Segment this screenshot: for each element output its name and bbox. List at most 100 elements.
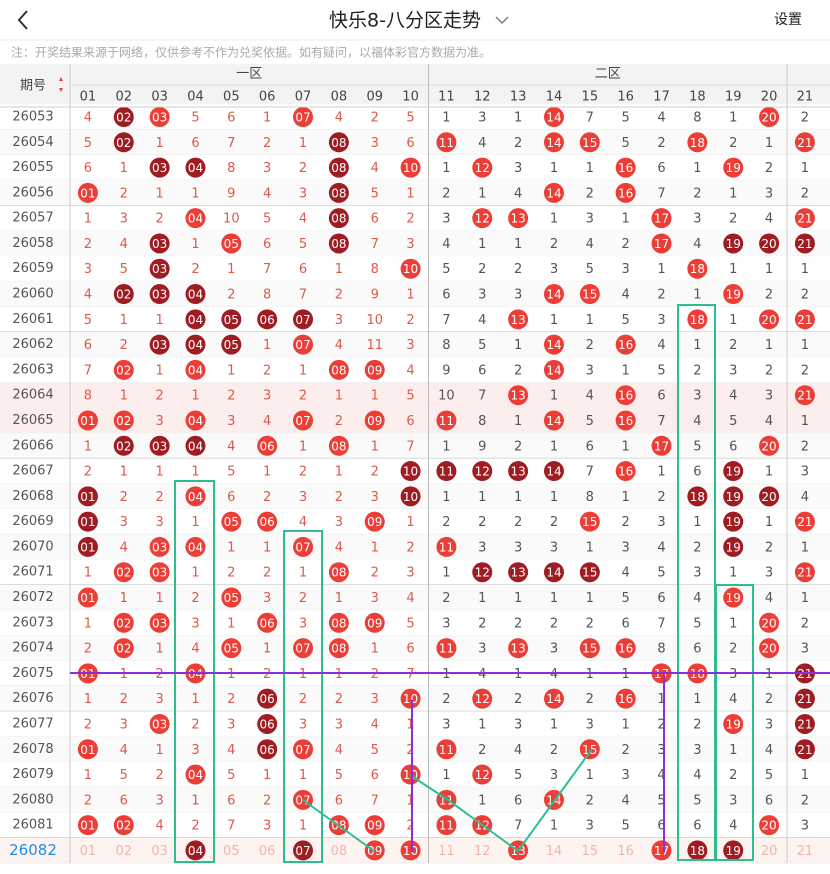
miss-count: 2: [657, 717, 665, 732]
miss-count: 2: [622, 515, 630, 530]
miss-count: 7: [299, 288, 307, 303]
miss-count: 2: [84, 717, 92, 732]
period-label: 26060: [12, 287, 53, 302]
miss-count: 1: [299, 819, 307, 834]
ball-number: 18: [690, 136, 705, 150]
miss-count: 2: [514, 363, 522, 378]
ball-number: 09: [367, 844, 382, 858]
ball-number: 15: [582, 515, 597, 529]
miss-count: 2: [514, 136, 522, 151]
miss-count: 2: [84, 237, 92, 252]
miss-count: 1: [155, 136, 163, 151]
miss-count: 6: [227, 490, 235, 505]
page-title[interactable]: 快乐8-八分区走势: [329, 10, 481, 32]
column-header: 10: [402, 90, 419, 105]
miss-count: 1: [514, 490, 522, 505]
ball-number: 04: [188, 161, 203, 175]
ball-number: 05: [224, 313, 239, 327]
miss-count: 1: [765, 262, 773, 277]
miss-count: 3: [84, 262, 92, 277]
period-label: 26064: [12, 388, 53, 403]
miss-count: 2: [514, 692, 522, 707]
miss-count: 7: [442, 313, 450, 328]
column-header: 15: [582, 90, 599, 105]
miss-count: 1: [299, 363, 307, 378]
miss-count: 3: [335, 515, 343, 530]
miss-count: 1: [84, 616, 92, 631]
miss-count: 2: [765, 540, 773, 555]
ball-number: 16: [618, 642, 633, 656]
miss-count: 2: [263, 566, 271, 581]
miss-count: 2: [227, 692, 235, 707]
miss-count: 3: [227, 414, 235, 429]
ball-number: 02: [116, 414, 131, 428]
ball-number: 16: [618, 186, 633, 200]
drawn-ball: [328, 359, 349, 380]
miss-count: 1: [263, 338, 271, 353]
ball-number: 12: [475, 566, 490, 580]
period-header: 期号: [20, 79, 46, 94]
title-dropdown-icon[interactable]: [495, 16, 509, 24]
miss-count: 1: [729, 186, 737, 201]
drawn-ball: [77, 587, 98, 608]
period-label: 26072: [12, 590, 53, 605]
drawn-ball: [615, 182, 636, 203]
drawn-ball: [579, 638, 600, 659]
drawn-ball: [759, 486, 780, 507]
drawn-ball: [113, 410, 134, 431]
miss-count: 3: [155, 515, 163, 530]
row-background: [0, 331, 830, 358]
settings-button[interactable]: 设置: [774, 12, 802, 28]
ball-number: 02: [116, 363, 131, 377]
drawn-ball: [579, 562, 600, 583]
miss-count: 4: [765, 212, 773, 227]
miss-count: 3: [514, 288, 522, 303]
miss-count: 2: [693, 186, 701, 201]
ball-number: 20: [761, 616, 776, 630]
ball-number: 21: [797, 313, 812, 327]
ball-number: 01: [80, 515, 95, 529]
period-label: 26071: [12, 565, 53, 580]
row-background: [0, 407, 830, 434]
miss-count: 5: [478, 338, 486, 353]
ball-number: 14: [546, 338, 561, 352]
miss-count: 16: [617, 844, 634, 859]
miss-count: 7: [406, 439, 414, 454]
miss-count: 5: [693, 793, 701, 808]
miss-count: 1: [693, 161, 701, 176]
miss-count: 6: [299, 262, 307, 277]
drawn-ball: [794, 739, 815, 760]
miss-count: 1: [227, 616, 235, 631]
miss-count: 1: [371, 540, 379, 555]
miss-count: 3: [442, 717, 450, 732]
miss-count: 1: [442, 111, 450, 126]
drawn-ball: [328, 638, 349, 659]
miss-count: 3: [801, 819, 809, 834]
miss-count: 3: [765, 186, 773, 201]
ball-number: 01: [80, 414, 95, 428]
ball-number: 13: [510, 566, 525, 580]
miss-count: 06: [259, 844, 276, 859]
ball-number: 17: [654, 844, 669, 858]
ball-number: 08: [331, 642, 346, 656]
miss-count: 5: [299, 237, 307, 252]
drawn-ball: [185, 359, 206, 380]
miss-count: 05: [223, 844, 240, 859]
disclaimer-note: 注：开奖结果来源于网络，仅供参考不作为兑奖依据。如有疑问，以福体彩官方数据为准。: [11, 45, 491, 60]
miss-count: 3: [227, 717, 235, 732]
drawn-ball: [149, 612, 170, 633]
drawn-ball: [257, 511, 278, 532]
miss-count: 11: [438, 844, 455, 859]
miss-count: 1: [335, 262, 343, 277]
back-button[interactable]: [17, 10, 28, 30]
miss-count: 1: [801, 414, 809, 429]
miss-count: 2: [120, 338, 128, 353]
ball-number: 05: [224, 237, 239, 251]
ball-number: 18: [690, 490, 705, 504]
drawn-ball: [185, 208, 206, 229]
miss-count: 2: [442, 186, 450, 201]
ball-number: 04: [188, 844, 203, 858]
ball-number: 03: [152, 439, 167, 453]
drawn-ball: [651, 233, 672, 254]
miss-count: 3: [406, 237, 414, 252]
